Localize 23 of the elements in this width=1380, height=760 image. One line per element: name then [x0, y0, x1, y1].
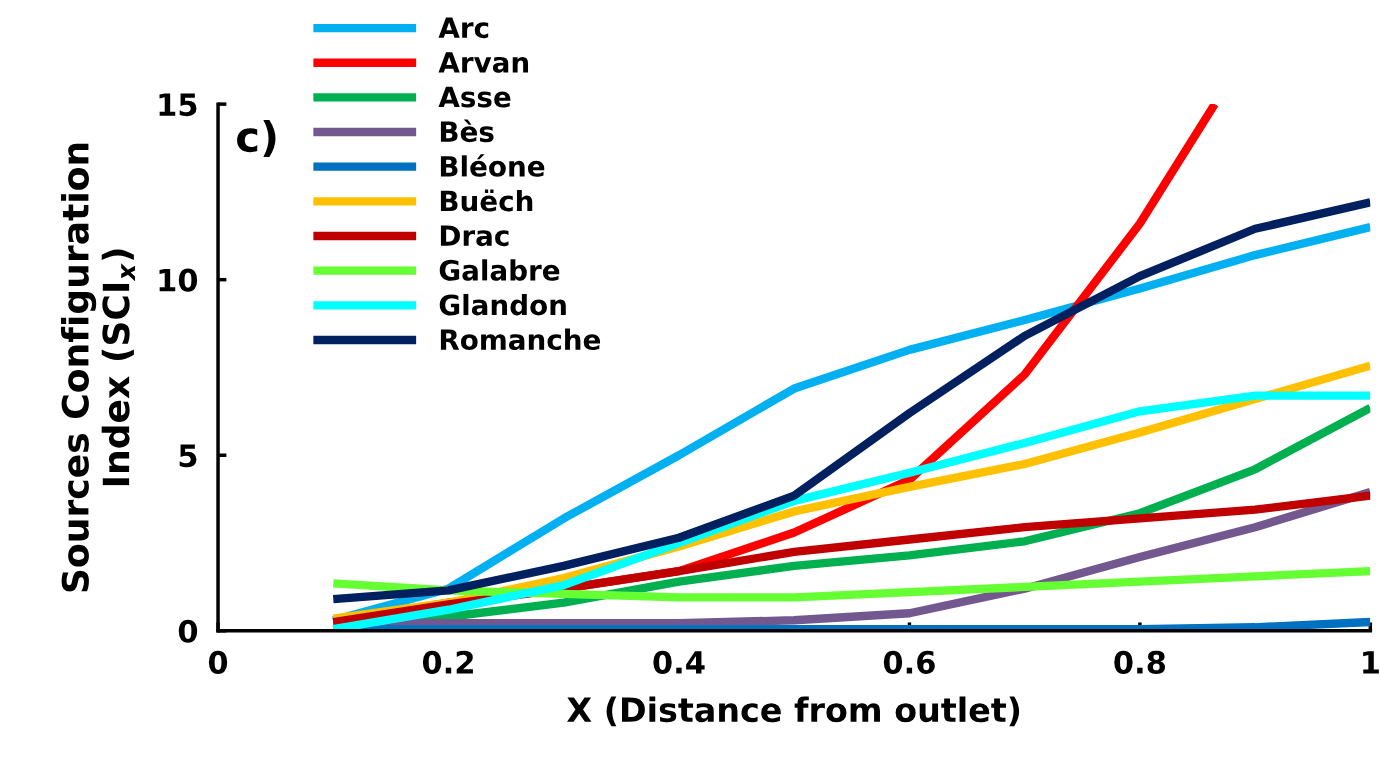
- legend-label: Romanche: [440, 328, 601, 351]
- y-axis-title: Sources Configuration Index (SCI$_{x}$): [60, 143, 136, 592]
- y-tick-label: 15: [159, 93, 197, 117]
- x-tick-label: 0.6: [883, 650, 935, 674]
- legend-label: Asse: [438, 86, 511, 108]
- legend-label: Drac: [440, 225, 509, 247]
- x-tick-label: 0.2: [422, 650, 473, 674]
- annotation: c): [237, 119, 276, 158]
- x-tick-label: 1: [1363, 651, 1379, 674]
- x-axis-title: X (Distance from outlet): [567, 696, 1020, 727]
- x-tick-label: 0.8: [1114, 650, 1166, 674]
- legend-label: Bès: [440, 119, 494, 143]
- legend-label: Arc: [438, 17, 489, 39]
- legend-label: Glandon: [439, 293, 566, 316]
- x-tick-label: 0: [208, 650, 228, 674]
- legend-label: Arvan: [438, 52, 529, 73]
- y-tick-label: 10: [159, 268, 198, 292]
- legend-label: Buëch: [440, 189, 533, 212]
- y-tick-label: 0: [178, 619, 198, 643]
- legend-label: Bléone: [440, 154, 545, 177]
- x-tick-label: 0.4: [653, 650, 705, 674]
- y-tick-label: 5: [179, 444, 197, 468]
- legend-label: Galabre: [439, 259, 560, 281]
